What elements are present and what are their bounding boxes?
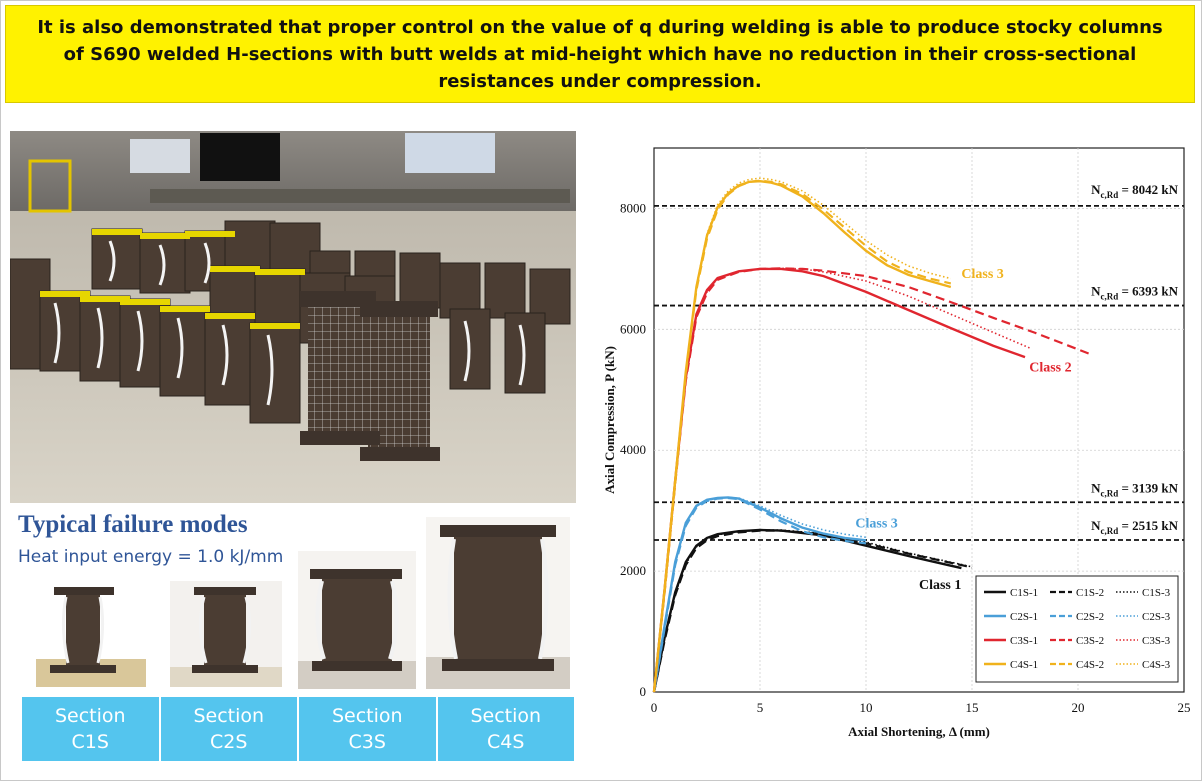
x-tick-label: 5 — [757, 700, 764, 715]
legend-label: C3S-3 — [1142, 635, 1171, 647]
section-c1s-label: Section C1S — [22, 697, 161, 761]
section-c4s-label: Section C4S — [437, 697, 574, 761]
legend-label: C2S-1 — [1010, 611, 1038, 623]
section-word: Section — [470, 705, 542, 727]
y-axis-title: Axial Compression, P (kN) — [602, 346, 617, 494]
specimen-panel: Typical failure modes Heat input energy … — [8, 129, 578, 767]
x-tick-label: 0 — [651, 700, 658, 715]
specimens-photo — [10, 131, 576, 503]
legend-label: C2S-2 — [1076, 611, 1104, 623]
legend-label: C3S-2 — [1076, 635, 1104, 647]
load-shortening-chart: 0 5 10 15 20 25 0 2000 4000 6000 8000 Axial Shorten… — [596, 128, 1196, 773]
class-annotation: Class 3 — [855, 517, 897, 532]
chart-svg: 0 5 10 15 20 25 0 2000 4000 6000 8000 Axial Shorten… — [602, 147, 1191, 739]
reference-line-label: Nc,Rd = 8042 kN — [1091, 182, 1179, 200]
failure-modes-title: Typical failure modes — [18, 511, 248, 538]
legend-box — [975, 575, 1179, 683]
reference-line-label: Nc,Rd = 2515 kN — [1091, 518, 1179, 536]
class-annotation: Class 3 — [961, 267, 1003, 282]
section-word: Section — [193, 705, 265, 727]
class-annotation: Class 1 — [919, 578, 961, 593]
reference-line-label: Nc,Rd = 6393 kN — [1091, 284, 1179, 302]
y-tick-label: 6000 — [620, 321, 646, 336]
banner-text: It is also demonstrated that proper cont… — [37, 16, 1163, 92]
x-tick-label: 10 — [860, 700, 873, 715]
section-c2s-label: Section C2S — [160, 697, 299, 761]
specimen-c3s-photo — [298, 551, 416, 689]
series-line-c4s-3 — [653, 177, 952, 693]
section-code: C2S — [210, 731, 248, 753]
summary-banner: It is also demonstrated that proper cont… — [5, 5, 1195, 103]
y-tick-label: 2000 — [620, 563, 646, 578]
series-line-c2s-3 — [653, 496, 867, 693]
legend-label: C4S-2 — [1076, 659, 1104, 671]
x-tick-label: 15 — [966, 700, 979, 715]
y-tick-label: 8000 — [620, 200, 646, 215]
legend-label: C4S-1 — [1010, 659, 1038, 671]
specimen-c2s-photo — [170, 581, 282, 687]
reference-line-label: Nc,Rd = 3139 kN — [1091, 480, 1179, 498]
legend-label: C1S-3 — [1142, 587, 1171, 599]
section-c3s-label: Section C3S — [299, 697, 438, 761]
y-tick-label: 0 — [640, 684, 647, 699]
legend-label: C4S-3 — [1142, 659, 1171, 671]
x-tick-label: 25 — [1178, 700, 1191, 715]
heat-input-label: Heat input energy = 1.0 kJ/mm — [18, 547, 284, 567]
x-tick-label: 20 — [1072, 700, 1085, 715]
legend-label: C2S-3 — [1142, 611, 1171, 623]
legend-label: C3S-1 — [1010, 635, 1038, 647]
legend-label: C1S-1 — [1010, 587, 1038, 599]
class-annotation: Class 2 — [1029, 361, 1071, 376]
series-line-c4s-2 — [652, 179, 952, 693]
section-word: Section — [331, 705, 403, 727]
y-tick-label: 4000 — [620, 442, 646, 457]
legend-label: C1S-2 — [1076, 587, 1104, 599]
section-code: C3S — [348, 731, 386, 753]
section-code: C4S — [487, 731, 525, 753]
specimen-c1s-photo — [36, 581, 146, 687]
section-code: C1S — [71, 731, 109, 753]
specimen-c4s-photo — [426, 517, 570, 689]
section-labels: Section C1S Section C2S Section C3S Sect… — [22, 697, 574, 761]
series-line-c1s-2 — [652, 529, 973, 693]
section-word: Section — [54, 705, 126, 727]
x-axis-title: Axial Shortening, Δ (mm) — [848, 724, 990, 739]
